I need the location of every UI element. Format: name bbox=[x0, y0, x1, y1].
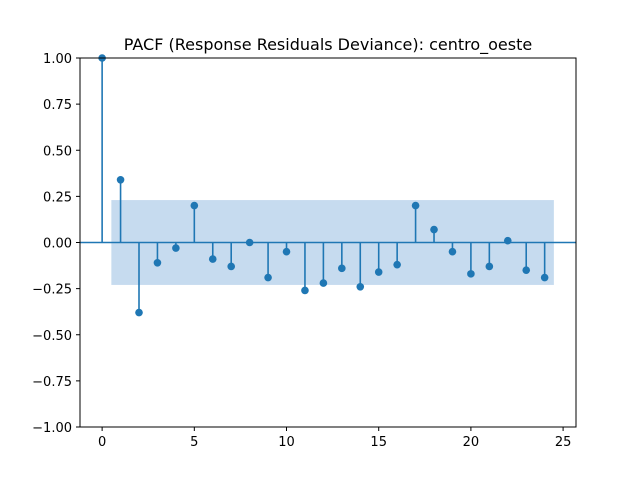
y-tick-label: −0.50 bbox=[32, 329, 72, 344]
stem-marker bbox=[467, 270, 475, 278]
stem-marker bbox=[540, 273, 549, 282]
y-tick-label: 0.75 bbox=[43, 98, 72, 113]
stem-marker bbox=[430, 225, 438, 234]
stem-marker bbox=[448, 247, 457, 256]
stem-marker bbox=[319, 279, 328, 287]
stem-marker bbox=[393, 260, 401, 269]
stem-marker bbox=[245, 238, 254, 247]
stem-marker bbox=[301, 286, 309, 295]
stem-marker bbox=[522, 266, 531, 274]
stem-marker bbox=[153, 258, 162, 267]
x-tick-label: 20 bbox=[463, 435, 480, 450]
stem-marker bbox=[227, 262, 235, 271]
stem-marker bbox=[172, 244, 180, 252]
x-tick-label: 25 bbox=[555, 435, 572, 450]
stem-marker bbox=[282, 247, 291, 256]
stem-marker bbox=[338, 264, 346, 273]
plot-area: 0 5 10 15 20 25 −1.00 −0.75 −0.50 −0.25 0.00 0.25 0.… bbox=[32, 52, 577, 450]
chart-title: PACF (Response Residuals Deviance): cent… bbox=[124, 35, 532, 55]
y-tick-label: 1.00 bbox=[43, 52, 72, 67]
y-tick-label: 0.50 bbox=[43, 144, 72, 159]
x-tick-label: 15 bbox=[370, 435, 387, 450]
stem-marker bbox=[190, 201, 199, 210]
x-tick-label: 5 bbox=[190, 435, 198, 450]
stem-marker bbox=[356, 282, 365, 291]
stem-marker bbox=[264, 273, 272, 282]
stem-marker bbox=[503, 236, 512, 245]
stem-marker bbox=[116, 175, 125, 184]
x-tick-label: 10 bbox=[278, 435, 295, 450]
y-tick-label: 0.00 bbox=[43, 237, 72, 252]
stem-marker bbox=[485, 262, 494, 271]
stem-marker bbox=[208, 255, 217, 263]
stem-marker bbox=[135, 308, 143, 317]
x-tick-label: 0 bbox=[98, 435, 106, 450]
y-tick-label: 0.25 bbox=[43, 190, 72, 205]
stem-marker bbox=[374, 268, 383, 276]
y-tick-label: −0.75 bbox=[32, 375, 72, 390]
stem-marker bbox=[411, 201, 420, 210]
y-tick-label: −1.00 bbox=[32, 421, 72, 436]
y-tick-label: −0.25 bbox=[32, 283, 72, 298]
